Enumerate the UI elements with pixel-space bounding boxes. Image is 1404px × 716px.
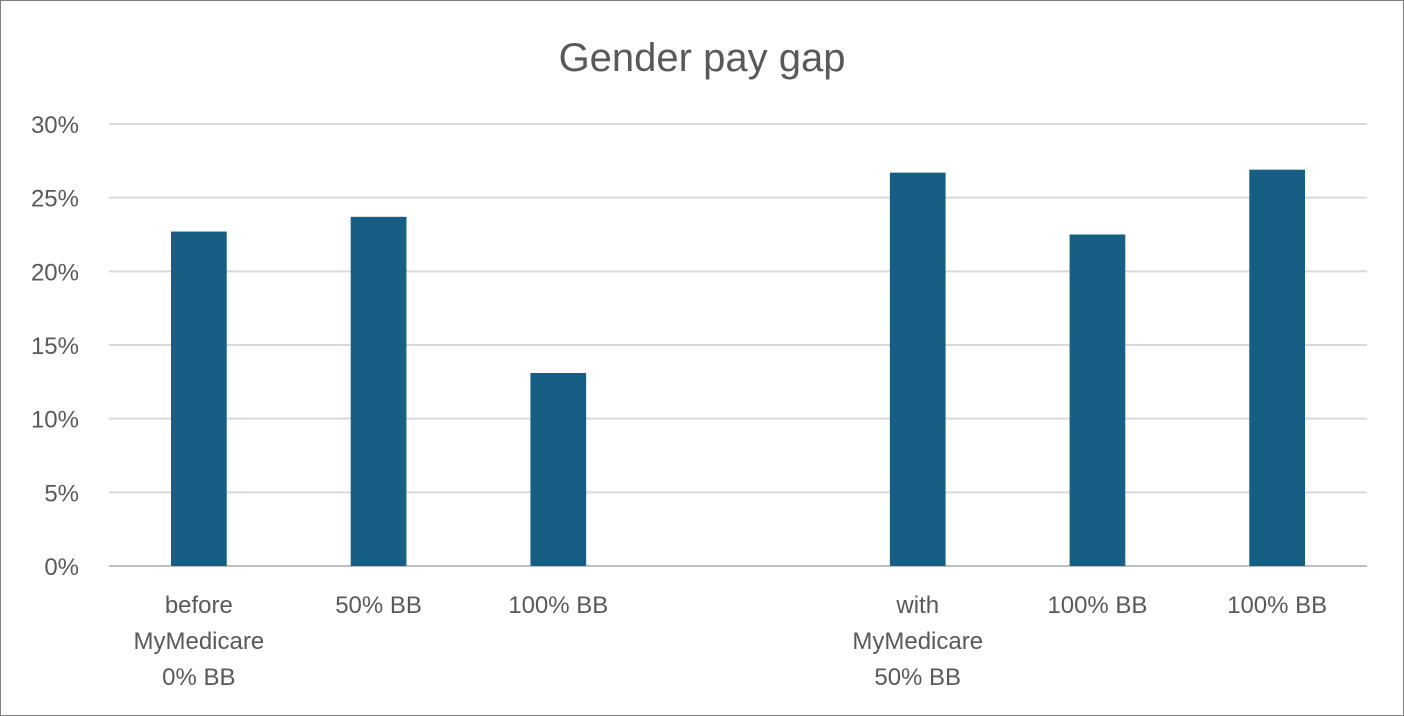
bar-2 — [530, 372, 587, 566]
x-category-label: 0% BB — [162, 664, 235, 691]
x-category-label: 100% BB — [1047, 592, 1147, 619]
bar-6 — [1249, 169, 1305, 566]
x-category-label: 50% BB — [335, 592, 422, 619]
y-tick-label: 10% — [31, 407, 79, 434]
bar-0 — [171, 231, 227, 566]
y-tick-label: 25% — [31, 186, 79, 213]
bar-1 — [350, 216, 407, 566]
bar-4 — [889, 172, 946, 566]
bar-5 — [1069, 234, 1126, 566]
gridlines — [109, 123, 1367, 567]
y-tick-label: 15% — [31, 333, 79, 360]
y-tick-label: 20% — [31, 259, 79, 286]
y-tick-label: 0% — [44, 554, 79, 581]
x-category-label: MyMedicare — [852, 628, 983, 655]
chart-title: Gender pay gap — [559, 36, 846, 80]
x-category-label: with — [895, 592, 939, 619]
x-category-label: 100% BB — [1227, 592, 1327, 619]
x-category-label: MyMedicare — [134, 628, 265, 655]
x-axis-categories: before MyMedicare 0% BB 50% BB 100% BB with My… — [134, 592, 1328, 691]
x-category-label: 100% BB — [508, 592, 608, 619]
bars — [171, 169, 1305, 566]
x-category-label: before — [165, 592, 233, 619]
y-tick-label: 5% — [44, 480, 79, 507]
y-tick-label: 30% — [31, 112, 79, 139]
y-axis-ticks: 0% 5% 10% 15% 20% 25% 30% — [31, 112, 79, 581]
x-category-label: 50% BB — [874, 664, 961, 691]
